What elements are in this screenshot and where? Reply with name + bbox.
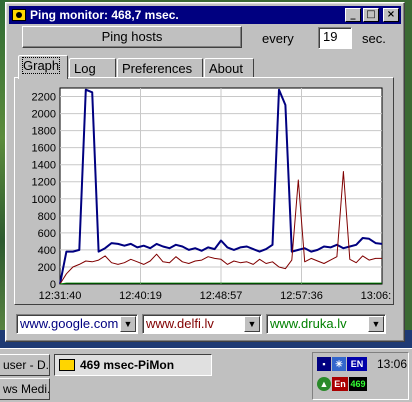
- language-en-lower-indicator[interactable]: En: [332, 377, 348, 391]
- chevron-down-icon[interactable]: ▼: [368, 316, 384, 332]
- interval-input[interactable]: 19: [318, 27, 352, 49]
- y-tick-label: 0: [50, 279, 56, 291]
- y-tick-label: 1000: [32, 194, 56, 206]
- y-tick-label: 2000: [32, 109, 56, 121]
- desktop-background: [0, 0, 8, 345]
- host-combo-2[interactable]: www.delfi.lv ▼: [142, 314, 262, 334]
- tab-log-label: Log: [74, 61, 96, 76]
- y-tick-label: 1200: [32, 177, 56, 189]
- y-tick-label: 200: [38, 262, 56, 274]
- y-tick-label: 1800: [32, 126, 56, 138]
- system-tray: ▪ ✳ EN 13:06 ▲ En 469: [312, 352, 409, 400]
- maximize-button[interactable]: □: [363, 8, 379, 22]
- close-button[interactable]: ×: [383, 8, 399, 22]
- sparkle-icon[interactable]: ✳: [332, 357, 346, 371]
- series-line-3: [59, 282, 382, 285]
- host-1-value: www.google.com: [20, 316, 119, 331]
- y-tick-label: 800: [38, 211, 56, 223]
- clock[interactable]: 13:06: [377, 357, 408, 371]
- ping-chart: 0 200 400 600 800 1000 1200 1400 1600 1800 2000 220…: [32, 87, 392, 302]
- tab-about[interactable]: About: [204, 58, 254, 78]
- tab-log[interactable]: Log: [69, 58, 116, 78]
- window-title: Ping monitor: 468,7 msec.: [30, 8, 179, 22]
- taskbar: user - D... 469 msec-PiMon ws Medi... ▪ …: [0, 348, 412, 402]
- tab-preferences-label: Preferences: [122, 61, 193, 76]
- taskbar-item-browser[interactable]: user - D...: [0, 354, 50, 376]
- tab-graph[interactable]: Graph: [18, 55, 68, 79]
- tab-graph-label: Graph: [21, 57, 61, 74]
- x-tick-label: 12:48:57: [200, 290, 243, 302]
- taskbar-item-pimon-label: 469 msec-PiMon: [80, 358, 175, 372]
- y-tick-label: 600: [38, 228, 56, 240]
- x-tick-label: 12:57:36: [280, 290, 323, 302]
- network-icon[interactable]: ▪: [317, 357, 331, 371]
- ping-hosts-button[interactable]: Ping hosts: [22, 26, 242, 48]
- ping-tray-indicator[interactable]: 469: [349, 377, 367, 391]
- pimon-icon: [59, 359, 75, 371]
- host-2-value: www.delfi.lv: [146, 316, 214, 331]
- minimize-button[interactable]: _: [345, 8, 361, 22]
- x-tick-label: 13:06:14: [361, 290, 392, 302]
- sec-label: sec.: [362, 31, 386, 46]
- taskbar-item-pimon[interactable]: 469 msec-PiMon: [54, 354, 212, 376]
- app-icon[interactable]: [12, 9, 26, 21]
- taskbar-item-media[interactable]: ws Medi...: [0, 378, 50, 400]
- eye-icon[interactable]: ▲: [317, 377, 331, 391]
- x-tick-label: 12:40:19: [119, 290, 162, 302]
- series-line-2: [59, 171, 382, 285]
- language-en-indicator[interactable]: EN: [347, 357, 367, 371]
- host-3-value: www.druka.lv: [270, 316, 347, 331]
- x-tick-label: 12:31:40: [39, 290, 82, 302]
- y-tick-label: 400: [38, 245, 56, 257]
- y-tick-label: 1400: [32, 160, 56, 172]
- y-tick-label: 1600: [32, 143, 56, 155]
- host-combo-1[interactable]: www.google.com ▼: [16, 314, 138, 334]
- every-label: every: [262, 31, 294, 46]
- tab-preferences[interactable]: Preferences: [117, 58, 203, 78]
- title-bar[interactable]: Ping monitor: 468,7 msec. _ □ ×: [9, 6, 401, 24]
- tab-about-label: About: [209, 61, 243, 76]
- host-combo-3[interactable]: www.druka.lv ▼: [266, 314, 386, 334]
- chevron-down-icon[interactable]: ▼: [244, 316, 260, 332]
- chevron-down-icon[interactable]: ▼: [120, 316, 136, 332]
- series-line-1: [59, 88, 383, 285]
- y-tick-label: 2200: [32, 92, 56, 104]
